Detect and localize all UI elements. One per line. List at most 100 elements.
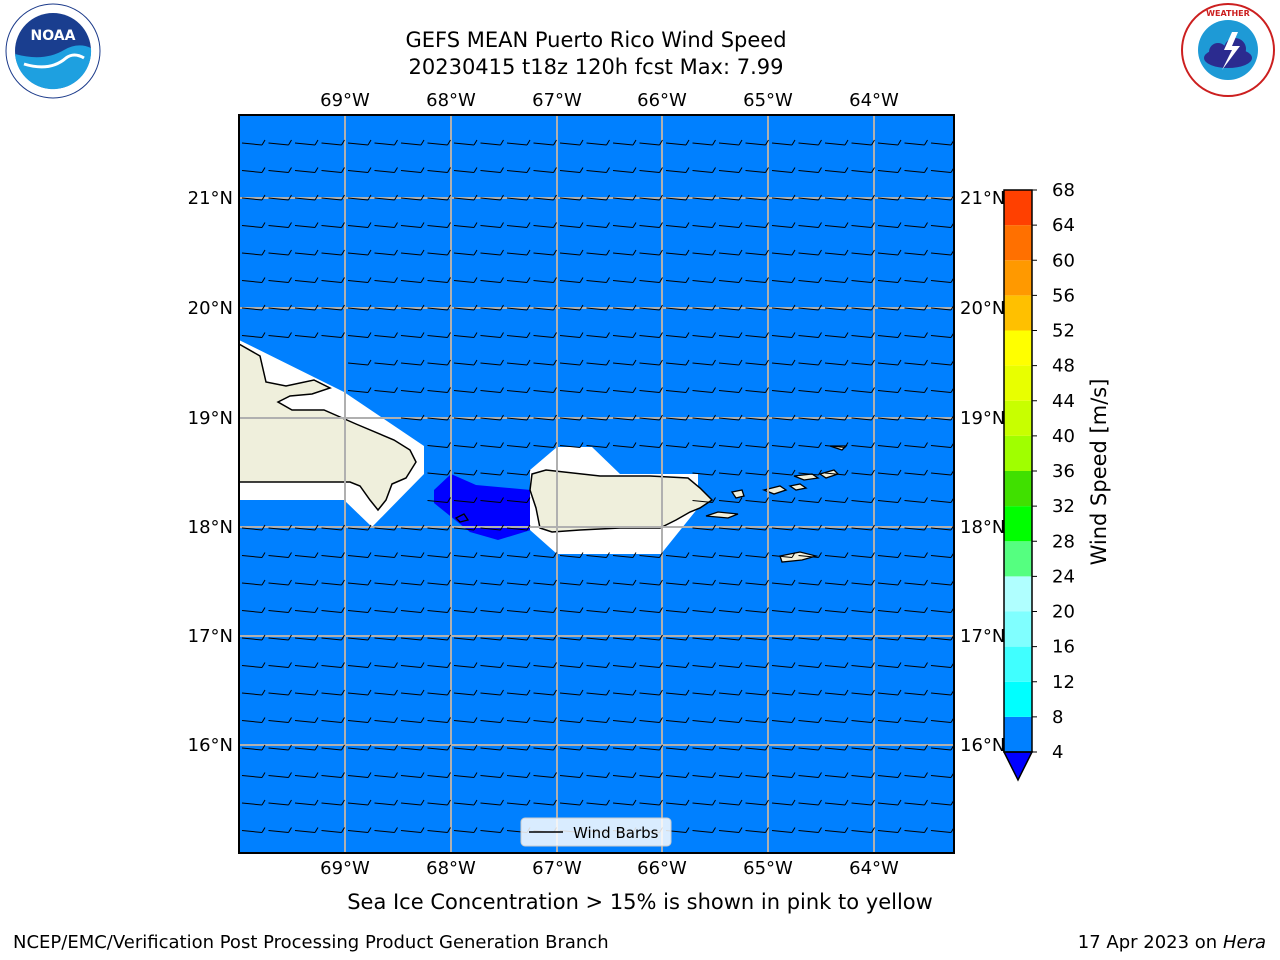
wind-barb xyxy=(639,332,663,338)
wind-barb xyxy=(851,222,875,228)
wind-barb xyxy=(745,662,769,668)
lon-tick-label: 69°W xyxy=(320,858,370,879)
wind-barb xyxy=(639,387,663,393)
wind-barb xyxy=(851,249,875,256)
wind-barb xyxy=(480,607,504,613)
wind-barb xyxy=(718,359,743,366)
wind-barb xyxy=(294,634,319,641)
wind-barb xyxy=(904,277,928,283)
wind-barb xyxy=(771,304,796,311)
footer-date: 17 Apr 2023 on Hera xyxy=(1078,932,1266,953)
colorbar-tick-label: 16 xyxy=(1052,637,1075,658)
wind-barb xyxy=(877,442,902,448)
wind-barb xyxy=(294,607,319,613)
wind-barb xyxy=(453,139,478,146)
wind-barb xyxy=(533,167,557,173)
wind-barb xyxy=(692,469,716,476)
wind-barb xyxy=(904,167,928,173)
wind-barb xyxy=(665,799,690,806)
wind-barb xyxy=(771,497,796,503)
wind-barb xyxy=(639,744,663,751)
map-plot-area xyxy=(239,115,954,853)
wind-barb xyxy=(533,772,557,778)
wind-barb xyxy=(612,662,637,668)
wind-barb xyxy=(400,634,425,641)
colorbar-label: Wind Speed [m/s] xyxy=(1087,379,1111,566)
wind-barb xyxy=(453,194,478,201)
wind-barb xyxy=(294,304,319,311)
wind-barb xyxy=(612,607,637,613)
lon-tick-label: 65°W xyxy=(743,858,793,879)
wind-barb xyxy=(559,634,584,641)
wind-barb xyxy=(400,689,425,696)
wind-barb xyxy=(639,634,663,641)
wind-barb xyxy=(321,332,345,338)
svg-text:NOAA: NOAA xyxy=(31,28,76,44)
land-puerto-rico xyxy=(529,469,714,533)
wind-barb xyxy=(374,772,398,778)
wind-barb xyxy=(374,387,398,393)
wind-barb xyxy=(374,552,398,558)
colorbar-tick-label: 20 xyxy=(1052,602,1075,623)
wind-barb xyxy=(374,277,398,283)
wind-barb xyxy=(745,552,769,558)
wind-barb xyxy=(851,579,875,586)
wind-barb xyxy=(453,249,478,256)
wind-barb xyxy=(904,332,928,338)
wind-barb xyxy=(771,222,796,228)
wind-barb xyxy=(400,139,425,146)
lon-tick-label: 68°W xyxy=(426,858,476,879)
wind-barb xyxy=(612,387,637,393)
wind-barb xyxy=(268,827,292,833)
wind-barb xyxy=(904,442,928,448)
wind-barb xyxy=(453,662,478,668)
wind-barb xyxy=(480,249,504,256)
colorbar-segment xyxy=(1004,330,1032,366)
wind-barb xyxy=(533,139,557,146)
wind-barb xyxy=(771,524,796,531)
wind-barb xyxy=(877,799,902,806)
wind-barb xyxy=(851,744,875,751)
wind-barb xyxy=(904,497,928,503)
wind-barb xyxy=(321,579,345,586)
wind-barb xyxy=(374,222,398,228)
wind-barb xyxy=(851,304,875,311)
wind-barb xyxy=(586,442,610,448)
wind-barb xyxy=(877,772,902,778)
wind-barb xyxy=(798,717,822,723)
colorbar-segment xyxy=(1004,576,1032,612)
wind-barb xyxy=(771,359,796,366)
lat-labels-left: 21°N 20°N 19°N 18°N 17°N 16°N xyxy=(188,188,233,756)
wind-barb xyxy=(294,194,319,201)
wind-barb xyxy=(294,799,319,806)
wind-barb xyxy=(347,277,372,283)
wind-barb xyxy=(321,139,345,146)
wind-barb xyxy=(639,194,663,201)
lon-tick-label: 65°W xyxy=(743,90,793,111)
wind-barb xyxy=(851,469,875,476)
wind-barb xyxy=(665,607,690,613)
land-st-john xyxy=(788,483,808,491)
colorbar-segment xyxy=(1004,260,1032,296)
wind-barb xyxy=(877,167,902,173)
lat-tick-label: 18°N xyxy=(960,517,1005,538)
wind-barb xyxy=(294,717,319,723)
wind-barb xyxy=(639,552,663,558)
wind-barb xyxy=(745,167,769,173)
wind-barb xyxy=(877,634,902,641)
wind-barb xyxy=(692,579,716,586)
wind-barb xyxy=(427,442,451,448)
wind-barb xyxy=(294,744,319,751)
wind-barb xyxy=(718,717,743,723)
wind-barb xyxy=(612,249,637,256)
wind-barb xyxy=(294,277,319,283)
wind-barb xyxy=(851,139,875,146)
wind-barb xyxy=(427,744,451,751)
wind-barb xyxy=(851,442,875,448)
wind-barb xyxy=(745,139,769,146)
wind-barb xyxy=(824,607,849,613)
wind-barb xyxy=(745,744,769,751)
wind-barb xyxy=(692,304,716,311)
wind-barb xyxy=(400,167,425,173)
